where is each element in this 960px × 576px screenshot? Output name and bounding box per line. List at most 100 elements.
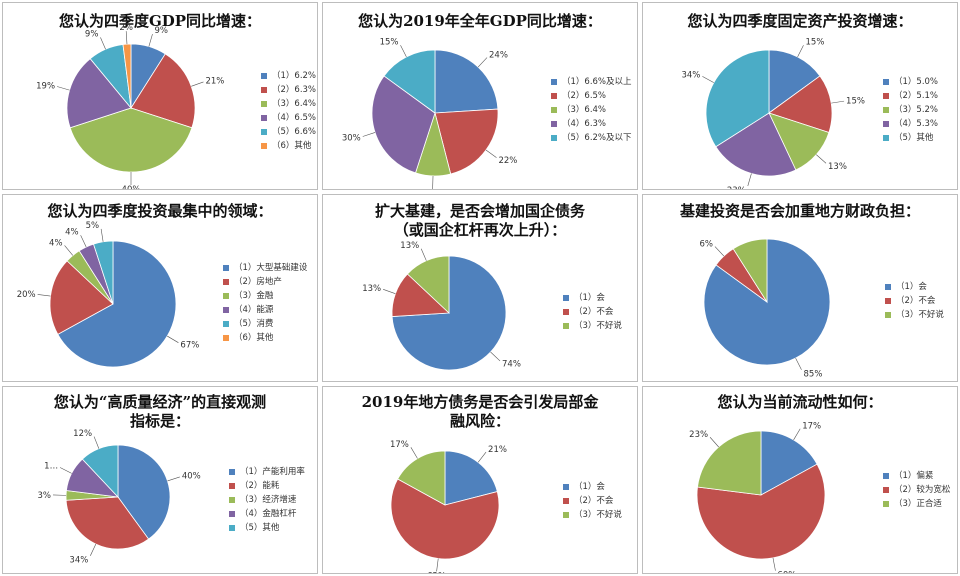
data-label: 34% [69, 555, 88, 565]
legend-label: （5）其他 [240, 523, 280, 533]
legend-item: （4）5.3% [883, 117, 938, 131]
legend-item: （6）其他 [261, 139, 316, 153]
leader-line [400, 45, 407, 58]
data-label: 3% [38, 491, 52, 501]
data-label: 22% [498, 156, 517, 166]
legend-item: （5）消费 [223, 317, 307, 331]
data-label: 34% [681, 70, 700, 80]
data-label: 13% [400, 241, 419, 251]
legend-item: （1）6.6%及以上 [551, 75, 632, 89]
pie-slice [760, 430, 818, 496]
legend-swatch [261, 143, 267, 149]
legend-item: （1）6.2% [261, 69, 316, 83]
data-label: 5% [86, 221, 100, 231]
legend-item: （2）不会 [563, 494, 622, 508]
legend-swatch [883, 107, 889, 113]
legend-item: （3）正合适 [883, 497, 950, 511]
data-label: 17% [390, 440, 409, 450]
leader-line [167, 476, 180, 482]
leader-line [485, 149, 497, 158]
legend-label: （4）6.3% [562, 119, 607, 129]
panel-fiscal-burden: 基建投资是否会加重地方财政负担： 85% 6% （1）会 （2）不会 （3）不好说 [642, 194, 958, 382]
legend-label: （6）其他 [272, 141, 312, 151]
data-label: 1… [44, 462, 58, 472]
legend-swatch [563, 512, 569, 518]
legend-label: （3）不好说 [896, 310, 944, 320]
legend-swatch [261, 101, 267, 107]
data-label: 15% [846, 96, 865, 106]
pie-slice [69, 107, 193, 173]
chart-legend: （1）大型基础建设 （2）房地产 （3）金融 （4）能源 （5）消费 （6）其他 [223, 261, 307, 345]
data-label: 2% [119, 23, 133, 33]
data-label: 4% [65, 228, 79, 238]
chart-legend: （1）产能利用率 （2）能耗 （3）经济增速 （4）金融杠杆 （5）其他 [229, 465, 305, 535]
leader-line [709, 437, 719, 448]
legend-swatch [223, 293, 229, 299]
legend-swatch [551, 93, 557, 99]
legend-item: （2）能耗 [229, 479, 305, 493]
data-label: 19% [36, 81, 55, 91]
legend-label: （2）房地产 [234, 277, 282, 287]
legend-label: （5）6.2%及以下 [562, 133, 632, 143]
legend-item: （3）经济增速 [229, 493, 305, 507]
data-label: 15% [380, 38, 399, 48]
legend-swatch [883, 93, 889, 99]
panel-quality-economy: 您认为“高质量经济”的直接观测 指标是： 40% 34% 3% 1… 12% （1）产能… [2, 386, 318, 574]
legend-item: （2）不会 [885, 294, 944, 308]
data-label: 62% [427, 571, 446, 574]
legend-label: （2）5.1% [894, 91, 939, 101]
legend-item: （4）能源 [223, 303, 307, 317]
legend-swatch [883, 473, 889, 479]
legend-item: （2）5.1% [883, 89, 938, 103]
pie-chart: 17% 60% 23% [689, 421, 826, 573]
legend-label: （4）5.3% [894, 119, 939, 129]
legend-item: （1）5.0% [883, 75, 938, 89]
legend-item: （1）大型基础建设 [223, 261, 307, 275]
data-label: 40% [122, 185, 141, 190]
chart-legend: （1）会 （2）不会 （3）不好说 [563, 480, 622, 522]
leader-line [410, 447, 418, 459]
data-label: 9% [85, 30, 99, 40]
legend-label: （3）6.4% [272, 99, 317, 109]
legend-swatch [223, 307, 229, 313]
legend-item: （3）不好说 [563, 508, 622, 522]
legend-swatch [223, 279, 229, 285]
legend-label: （5）其他 [894, 133, 934, 143]
legend-swatch [883, 79, 889, 85]
pie-chart: 85% 6% [699, 238, 831, 379]
legend-label: （3）6.4% [562, 105, 607, 115]
data-label: 21% [205, 77, 224, 87]
pie-slice [383, 49, 436, 114]
legend-swatch [885, 312, 891, 318]
data-label: 4% [49, 238, 63, 248]
legend-item: （3）6.4% [551, 103, 632, 117]
panel-fixed-investment: 您认为四季度固定资产投资增速： 15% 15% 13% 23% 34% （1）5.0% （… [642, 2, 958, 190]
leader-line [100, 37, 106, 50]
legend-label: （3）不好说 [574, 321, 622, 331]
pie-slice [697, 430, 762, 496]
panel-liquidity: 您认为当前流动性如何： 17% 60% 23% （1）偏紧 （2）较为宽松 （3）正合适 [642, 386, 958, 574]
legend-swatch [229, 483, 235, 489]
leader-line [125, 31, 128, 45]
legend-label: （3）5.2% [894, 105, 939, 115]
pie-slice [732, 238, 768, 304]
leader-line [831, 100, 845, 104]
legend-label: （5）6.6% [272, 127, 317, 137]
leader-line [56, 86, 70, 91]
legend-swatch [551, 135, 557, 141]
leader-line [793, 428, 801, 441]
legend-label: （3）不好说 [574, 510, 622, 520]
legend-swatch [261, 115, 267, 121]
data-label: 21% [488, 445, 507, 455]
data-label: 40% [182, 472, 201, 482]
legend-label: （1）6.2% [272, 71, 317, 81]
legend-item: （5）6.2%及以下 [551, 131, 632, 145]
legend-swatch [563, 309, 569, 315]
legend-item: （5）其他 [229, 521, 305, 535]
legend-item: （3）5.2% [883, 103, 938, 117]
legend-label: （1）会 [574, 482, 605, 492]
legend-swatch [883, 121, 889, 127]
chart-legend: （1）5.0% （2）5.1% （3）5.2% （4）5.3% （5）其他 [883, 75, 938, 145]
pie-slice [444, 450, 498, 506]
